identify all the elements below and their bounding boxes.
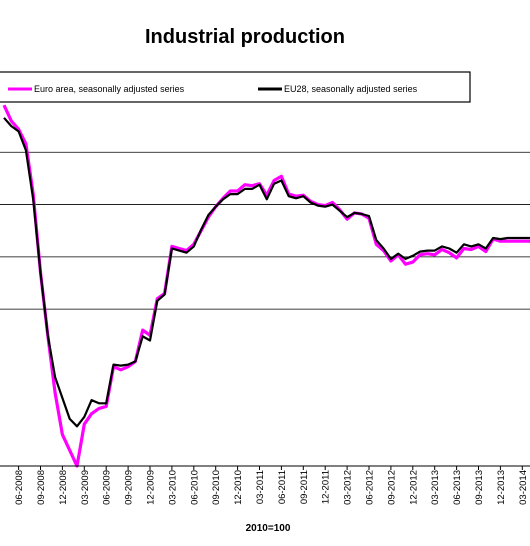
x-tick-label: 12-2013 bbox=[496, 470, 507, 505]
x-tick-label: 06-2013 bbox=[452, 470, 463, 505]
legend: Euro area, seasonally adjusted series EU… bbox=[0, 71, 471, 103]
x-tick-label: 06-2012 bbox=[365, 470, 376, 505]
x-tick-label: 09-2013 bbox=[474, 470, 485, 505]
series-line-euro-area bbox=[2, 104, 530, 468]
x-tick-label: 03-2010 bbox=[167, 470, 178, 505]
x-tick-label: 12-2010 bbox=[233, 470, 244, 505]
x-tick-label: 03-2014 bbox=[518, 470, 529, 505]
x-tick-label: 03-2009 bbox=[80, 470, 91, 505]
x-tick-label: 06-2008 bbox=[14, 470, 25, 505]
x-tick-label: 06-2011 bbox=[277, 470, 288, 504]
x-axis-ticks: 06-2008 09-2008 12-2008 03-2009 06-2009 09-20… bbox=[14, 466, 529, 505]
x-tick-label: 12-2012 bbox=[408, 470, 419, 505]
x-tick-label: 09-2010 bbox=[211, 470, 222, 505]
x-tick-label: 12-2011 bbox=[321, 470, 332, 504]
gridlines bbox=[0, 151, 530, 310]
x-tick-label: 12-2008 bbox=[58, 470, 69, 505]
x-tick-label: 06-2009 bbox=[102, 470, 113, 505]
legend-box bbox=[0, 71, 471, 103]
legend-label-eu28: EU28, seasonally adjusted series bbox=[284, 84, 418, 94]
x-tick-label: 03-2011 bbox=[255, 470, 266, 504]
x-tick-label: 06-2010 bbox=[189, 470, 200, 505]
series-line-eu28 bbox=[3, 117, 530, 428]
x-tick-label: 09-2011 bbox=[299, 470, 310, 504]
series-layer bbox=[2, 104, 530, 468]
x-tick-label: 09-2012 bbox=[386, 470, 397, 505]
x-tick-label: 09-2009 bbox=[124, 470, 135, 505]
legend-label-euro-area: Euro area, seasonally adjusted series bbox=[34, 84, 185, 94]
chart-title: Industrial production bbox=[145, 26, 345, 48]
x-tick-label: 03-2013 bbox=[430, 470, 441, 505]
x-axis-label: 2010=100 bbox=[246, 523, 291, 534]
x-tick-label: 03-2012 bbox=[343, 470, 354, 505]
x-tick-label: 09-2008 bbox=[36, 470, 47, 505]
x-tick-label: 12-2009 bbox=[146, 470, 157, 505]
